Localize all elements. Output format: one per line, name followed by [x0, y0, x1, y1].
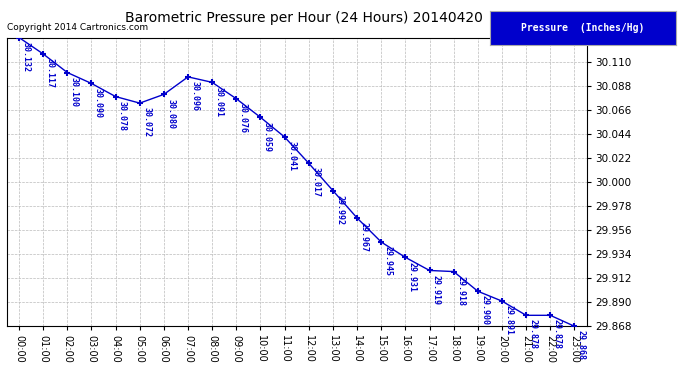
Text: 30.078: 30.078: [118, 101, 127, 131]
Text: 30.076: 30.076: [239, 103, 248, 133]
Text: 29.945: 29.945: [384, 246, 393, 276]
Text: 30.090: 30.090: [94, 88, 103, 118]
Text: 29.931: 29.931: [408, 261, 417, 291]
Text: 29.868: 29.868: [577, 330, 586, 360]
Text: 29.878: 29.878: [529, 320, 538, 350]
Text: 30.132: 30.132: [21, 42, 30, 72]
Text: 30.096: 30.096: [190, 81, 199, 111]
Text: 29.919: 29.919: [432, 274, 441, 304]
Text: 30.017: 30.017: [311, 168, 320, 198]
Text: Barometric Pressure per Hour (24 Hours) 20140420: Barometric Pressure per Hour (24 Hours) …: [125, 11, 482, 25]
Text: 29.992: 29.992: [335, 195, 344, 225]
Text: 30.117: 30.117: [46, 58, 55, 88]
Text: 30.041: 30.041: [287, 141, 296, 171]
Text: 29.900: 29.900: [480, 296, 489, 326]
Text: 30.059: 30.059: [263, 122, 272, 152]
Text: Copyright 2014 Cartronics.com: Copyright 2014 Cartronics.com: [7, 23, 148, 32]
Text: 29.967: 29.967: [359, 222, 368, 252]
Text: Pressure  (Inches/Hg): Pressure (Inches/Hg): [522, 23, 644, 33]
Text: 30.091: 30.091: [215, 87, 224, 117]
Text: 29.891: 29.891: [504, 305, 513, 335]
Text: 30.100: 30.100: [70, 76, 79, 106]
Text: 29.918: 29.918: [456, 276, 465, 306]
Text: 29.878: 29.878: [553, 320, 562, 350]
Text: 30.080: 30.080: [166, 99, 175, 129]
Text: 30.072: 30.072: [142, 107, 151, 137]
